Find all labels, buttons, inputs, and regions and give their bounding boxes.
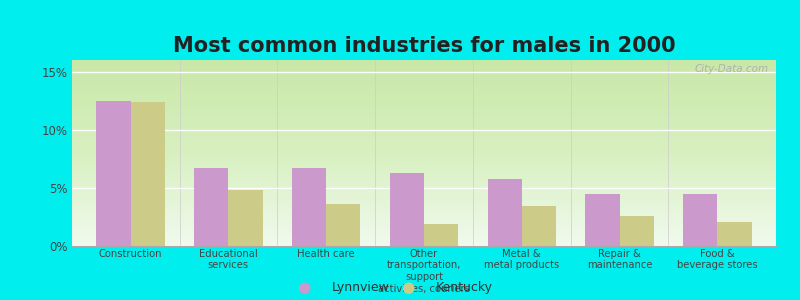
Bar <box>229 190 262 246</box>
Bar <box>390 173 424 246</box>
Bar <box>326 204 361 246</box>
Bar <box>130 102 165 246</box>
Bar <box>586 194 619 246</box>
Text: ●: ● <box>298 280 310 296</box>
Text: Kentucky: Kentucky <box>436 281 493 295</box>
Text: Lynnview: Lynnview <box>332 281 390 295</box>
Bar <box>97 101 130 246</box>
Bar <box>292 168 326 246</box>
Bar <box>683 194 718 246</box>
Text: City-Data.com: City-Data.com <box>695 64 769 74</box>
Bar <box>718 222 751 246</box>
Text: ●: ● <box>402 280 414 296</box>
Bar <box>619 216 654 246</box>
Title: Most common industries for males in 2000: Most common industries for males in 2000 <box>173 36 675 56</box>
Bar <box>424 224 458 246</box>
Bar <box>522 206 556 246</box>
Bar <box>487 178 522 246</box>
Bar <box>194 168 229 246</box>
